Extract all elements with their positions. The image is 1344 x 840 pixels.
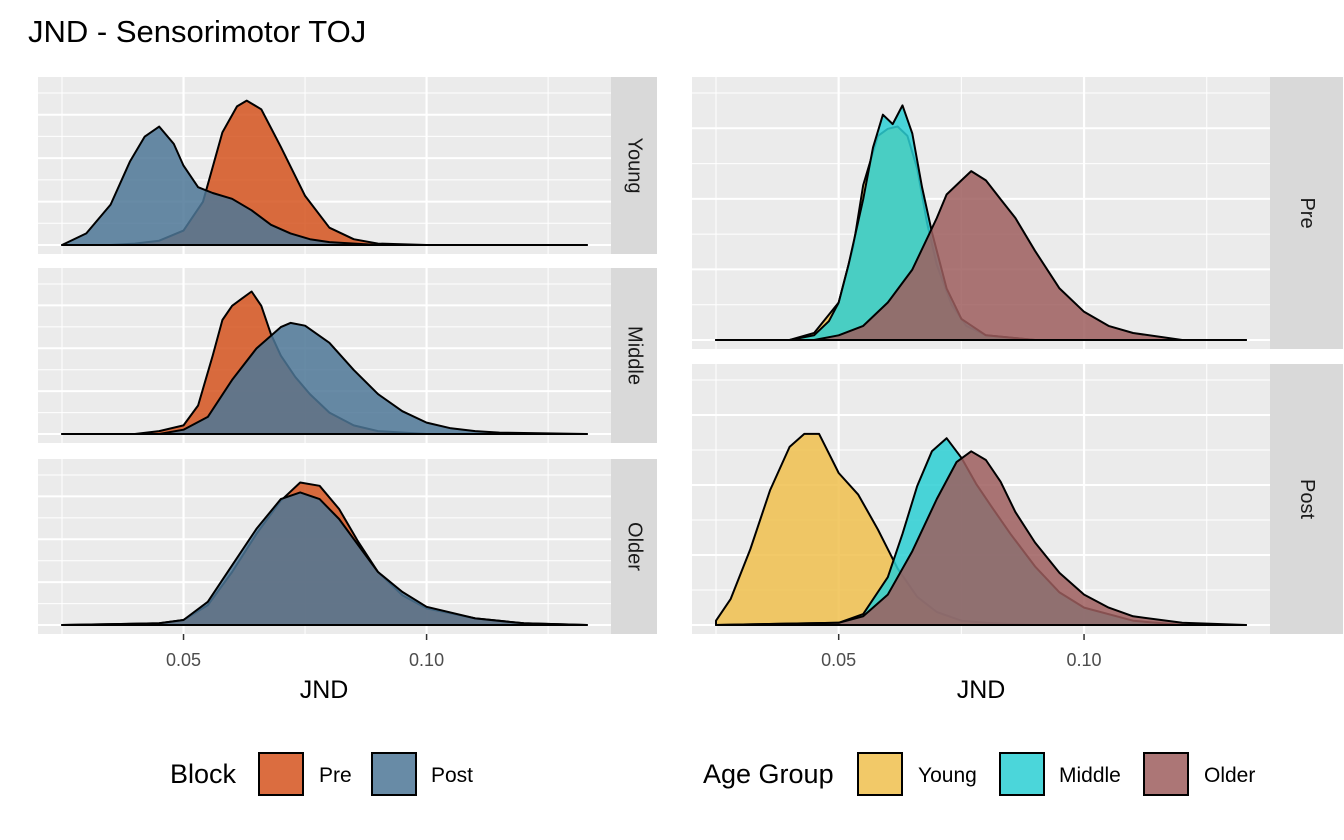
x-axis-title: JND (300, 676, 349, 704)
strip-label-post: Post (1296, 479, 1318, 519)
chart-2: Pre Post 0.05 0.10 JND Age Group Young Middle Ol… (692, 77, 1343, 796)
x-tick-label: 0.05 (821, 650, 856, 670)
panel-middle: Middle (38, 268, 657, 443)
x-tick-label: 0.10 (409, 650, 444, 670)
legend-age-group: Age Group Young Middle Older (703, 752, 1255, 796)
strip-pre (1270, 77, 1343, 349)
x-tick-label: 0.10 (1067, 650, 1102, 670)
panel-older: Older (38, 459, 657, 634)
panel-young: Young (38, 77, 657, 254)
density-older-post (715, 450, 1247, 626)
legend-label-young: Young (918, 764, 977, 787)
strip-label-middle: Middle (624, 326, 646, 385)
legend-label-pre: Pre (319, 764, 352, 787)
legend-block: Block Pre Post (170, 752, 473, 796)
panel-pre: Pre (692, 77, 1343, 349)
density-post-older (61, 491, 588, 626)
density-older-pre (715, 170, 1247, 341)
legend-key-pre (258, 752, 304, 796)
strip-label-young: Young (624, 138, 646, 194)
x-tick-label: 0.05 (166, 650, 201, 670)
legend-label-older: Older (1204, 764, 1255, 787)
legend-label-post: Post (431, 764, 473, 787)
x-axis-title: JND (957, 676, 1006, 704)
strip-middle (611, 268, 657, 443)
strip-young (611, 77, 657, 254)
strip-older (611, 459, 657, 634)
legend-title: Age Group (703, 759, 834, 789)
legend-key-young (857, 752, 903, 796)
density-post-young (61, 125, 588, 246)
legend-key-middle (999, 752, 1045, 796)
strip-post (1270, 364, 1343, 634)
panel-post: Post (692, 364, 1343, 634)
chart-1: Young Middle Older 0.05 0.10 JND Block Pre Post (38, 77, 657, 796)
strip-label-older: Older (624, 522, 646, 571)
legend-key-post (371, 752, 417, 796)
density-post-middle (61, 321, 588, 435)
legend-key-older (1143, 752, 1189, 796)
legend-label-middle: Middle (1059, 764, 1121, 787)
strip-label-pre: Pre (1296, 197, 1318, 228)
legend-title: Block (170, 759, 237, 789)
chart-title: JND - Sensorimotor TOJ (28, 14, 366, 49)
